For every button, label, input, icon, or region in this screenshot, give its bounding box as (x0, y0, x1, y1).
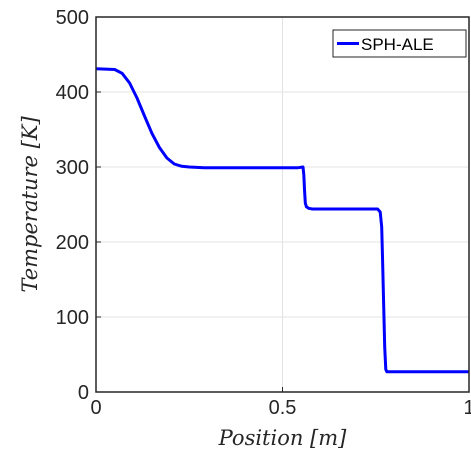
grid (96, 17, 469, 392)
y-tick-label: 400 (56, 82, 89, 104)
x-tick-label: 0 (90, 397, 101, 419)
y-tick-label: 200 (56, 232, 89, 254)
legend: SPH-ALE (332, 29, 467, 58)
y-tick-label: 100 (56, 307, 89, 329)
series-layer (95, 67, 469, 374)
y-axis-label: Temperature [K] (18, 116, 42, 293)
x-tick-label: 1 (463, 397, 471, 419)
legend-label-sph-ale: SPH-ALE (361, 35, 434, 54)
x-tick-label: 0.5 (269, 397, 297, 419)
y-tick-label: 300 (56, 157, 89, 179)
series-line-sph-ale (95, 67, 469, 374)
x-axis-label: Position [m] (218, 426, 348, 450)
tick-labels: 0 0.5 1 0 100 200 300 400 500 (56, 7, 471, 419)
tick-marks (95, 16, 470, 393)
y-tick-label: 500 (56, 7, 89, 29)
y-tick-label: 0 (78, 382, 89, 404)
